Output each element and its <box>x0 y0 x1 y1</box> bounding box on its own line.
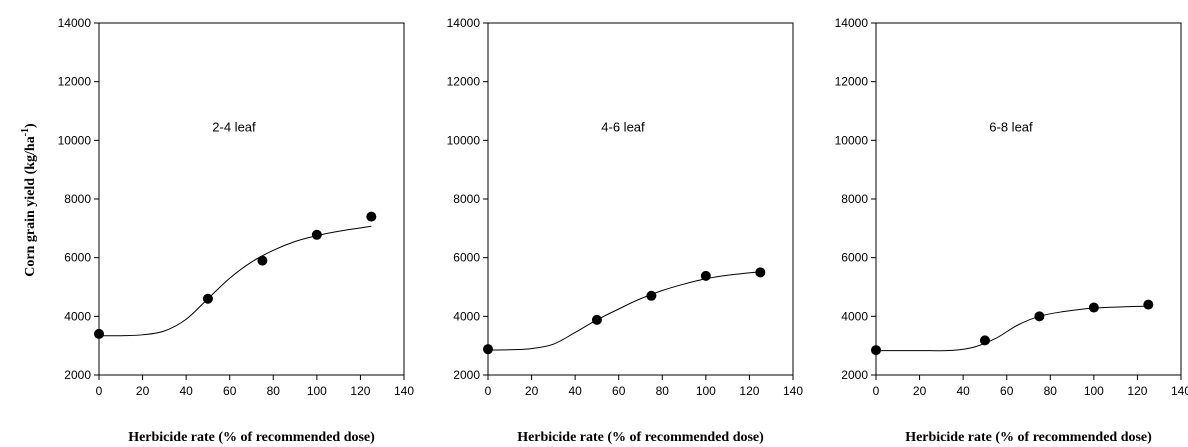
x-tick-label: 120 <box>350 384 370 398</box>
x-tick-label: 60 <box>612 384 626 398</box>
y-tick-label: 10000 <box>835 133 869 147</box>
y-tick-label: 12000 <box>835 75 869 89</box>
fit-curve <box>98 225 372 337</box>
x-tick-label: 0 <box>873 384 880 398</box>
y-tick-label: 8000 <box>64 192 91 206</box>
x-tick-label: 80 <box>1044 384 1058 398</box>
y-tick-label: 14000 <box>447 16 481 30</box>
x-axis-label: Herbicide rate (% of recommended dose) <box>905 430 1152 445</box>
x-tick-label: 80 <box>656 384 670 398</box>
y-tick-label: 12000 <box>58 75 92 89</box>
data-point <box>1034 311 1045 322</box>
x-tick-label: 40 <box>956 384 970 398</box>
y-tick-label: 2000 <box>841 368 868 382</box>
x-tick-label: 140 <box>1171 384 1188 398</box>
y-tick-label: 8000 <box>453 192 480 206</box>
y-tick-label: 6000 <box>64 251 91 265</box>
y-tick-label: 2000 <box>64 368 91 382</box>
data-point <box>646 290 657 301</box>
fit-curve <box>875 305 1149 352</box>
y-tick-label: 2000 <box>453 368 480 382</box>
data-point <box>311 229 322 240</box>
x-tick-label: 20 <box>525 384 539 398</box>
x-tick-label: 140 <box>394 384 414 398</box>
data-point <box>755 267 766 278</box>
data-point <box>366 211 377 222</box>
data-point <box>257 255 268 266</box>
x-tick-label: 120 <box>739 384 759 398</box>
data-point <box>1143 299 1154 310</box>
x-tick-label: 60 <box>223 384 237 398</box>
plot-frame <box>98 22 405 376</box>
y-tick-label: 6000 <box>453 251 480 265</box>
x-tick-label: 100 <box>1084 384 1104 398</box>
x-tick-label: 40 <box>568 384 582 398</box>
plot-frame <box>487 22 794 376</box>
data-point <box>1088 302 1099 313</box>
x-tick-label: 0 <box>96 384 103 398</box>
panel-annotation: 6-8 leaf <box>989 120 1033 135</box>
panel-annotation: 2-4 leaf <box>212 120 256 135</box>
y-axis-label-close: ) <box>23 123 38 128</box>
y-tick-label: 4000 <box>64 309 91 323</box>
y-tick-label: 6000 <box>841 251 868 265</box>
x-tick-label: 0 <box>485 384 492 398</box>
x-axis-label: Herbicide rate (% of recommended dose) <box>517 430 764 445</box>
x-tick-label: 20 <box>136 384 150 398</box>
chart-panel-2: 2000 4000 6000 8000 10000 12000 14000 0 20 40 60 80… <box>447 16 804 445</box>
x-tick-label: 60 <box>1000 384 1014 398</box>
x-tick-label: 20 <box>913 384 927 398</box>
y-axis-label-main: Corn grain yield (kg/ha <box>23 136 38 276</box>
y-tick-label: 4000 <box>841 309 868 323</box>
fit-curve <box>487 271 761 351</box>
chart-panel-1: 2000 4000 6000 8000 10000 12000 14000 0 20 40 60 80… <box>58 16 415 445</box>
data-point <box>700 270 711 281</box>
x-tick-label: 80 <box>267 384 281 398</box>
y-tick-label: 4000 <box>453 309 480 323</box>
y-tick-label: 14000 <box>58 16 92 30</box>
data-point <box>979 335 990 346</box>
y-tick-label: 10000 <box>447 133 481 147</box>
x-tick-label: 140 <box>783 384 803 398</box>
y-axis-label: Corn grain yield (kg/ha-1) <box>20 123 38 277</box>
y-tick-label: 12000 <box>447 75 481 89</box>
y-axis-label-superscript: -1 <box>20 128 31 136</box>
plot-frame <box>875 22 1182 376</box>
y-tick-label: 14000 <box>835 16 869 30</box>
data-point <box>202 293 213 304</box>
y-tick-label: 8000 <box>841 192 868 206</box>
y-tick-label: 10000 <box>58 133 92 147</box>
x-tick-label: 120 <box>1127 384 1147 398</box>
panel-annotation: 4-6 leaf <box>601 120 645 135</box>
data-point <box>483 344 493 355</box>
x-tick-label: 40 <box>179 384 193 398</box>
data-point <box>871 345 881 356</box>
chart-panel-3: 2000 4000 6000 8000 10000 12000 14000 0 20 40 60 80… <box>835 16 1188 445</box>
x-axis-label: Herbicide rate (% of recommended dose) <box>128 430 375 445</box>
x-tick-label: 100 <box>307 384 327 398</box>
data-point <box>591 314 602 325</box>
x-tick-label: 100 <box>696 384 716 398</box>
data-point <box>94 328 104 339</box>
